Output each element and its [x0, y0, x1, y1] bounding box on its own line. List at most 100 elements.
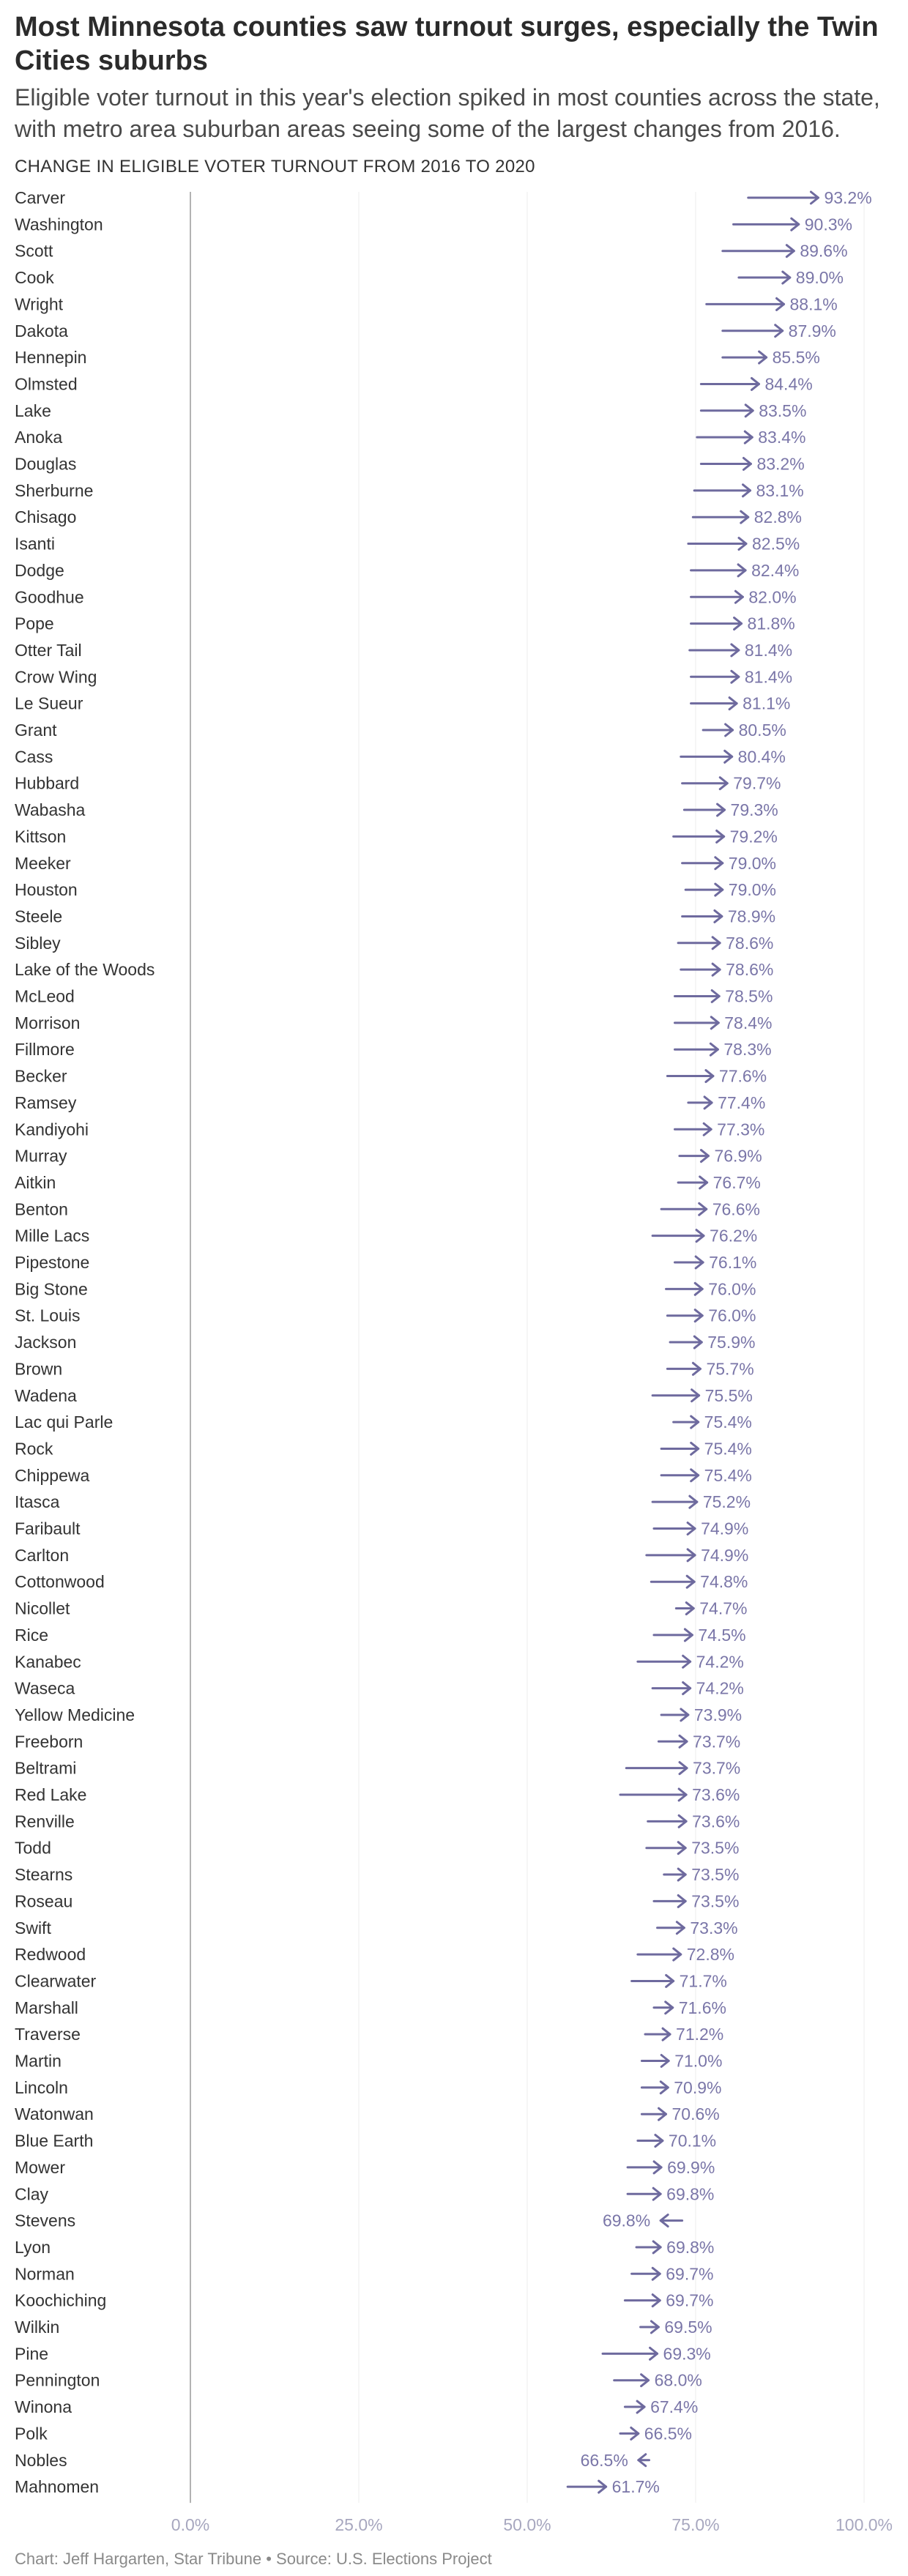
change-arrow-head [640, 2373, 650, 2388]
change-arrow-head [636, 2400, 646, 2414]
change-arrow-head [710, 1016, 720, 1030]
change-arrow-head [737, 537, 748, 551]
change-arrow-head [734, 589, 744, 604]
change-arrow-head [691, 1388, 701, 1403]
value-label: 76.1% [709, 1253, 756, 1272]
change-arrow-head [742, 457, 752, 471]
change-arrow-head [744, 403, 754, 418]
change-arrow-head [678, 1761, 688, 1776]
change-arrow-head [724, 723, 734, 737]
county-label: Houston [15, 880, 78, 899]
change-arrow-head [693, 1281, 704, 1296]
change-arrow-head [677, 1787, 688, 1802]
county-label: Aitkin [15, 1173, 56, 1192]
value-label: 69.8% [666, 2238, 714, 2257]
change-arrow-head [781, 270, 792, 285]
change-arrow-head [630, 2426, 640, 2441]
county-row: Clay 69.8% [15, 2184, 714, 2203]
value-label: 78.4% [724, 1013, 772, 1032]
value-label: 90.3% [805, 215, 852, 234]
value-label: 81.4% [745, 667, 792, 686]
value-label: 71.0% [674, 2052, 722, 2071]
change-arrow-head [677, 1841, 687, 1855]
county-row: Rice 74.5% [15, 1626, 746, 1645]
value-label: 78.6% [726, 934, 773, 953]
change-arrow-head [723, 749, 734, 764]
county-label: Dodge [15, 561, 64, 580]
change-arrow-head [678, 1734, 688, 1749]
value-label: 82.4% [751, 561, 799, 580]
county-row: Benton 76.6% [15, 1199, 760, 1218]
change-arrow-head [677, 1867, 687, 1882]
value-label: 68.0% [655, 2371, 702, 2390]
county-label: Wadena [15, 1386, 77, 1405]
county-label: Carlton [15, 1546, 69, 1565]
value-label: 70.9% [674, 2078, 721, 2097]
change-arrow-head [733, 617, 743, 631]
change-arrow-head [651, 2293, 661, 2308]
county-row: Washington 90.3% [15, 215, 852, 234]
x-tick-label: 75.0% [671, 2515, 719, 2534]
county-label: Meeker [15, 854, 71, 873]
county-row: Freeborn 73.7% [15, 1732, 740, 1751]
value-label: 74.2% [696, 1652, 744, 1671]
county-row: Jackson 75.9% [15, 1333, 755, 1352]
county-row: Chisago 82.8% [15, 507, 802, 526]
county-label: Lincoln [15, 2078, 68, 2097]
value-label: 81.8% [748, 614, 795, 633]
county-label: Pipestone [15, 1253, 89, 1272]
value-label: 81.1% [743, 694, 790, 713]
county-label: Douglas [15, 455, 76, 474]
county-row: Carver 93.2% [15, 188, 872, 207]
county-label: Pine [15, 2344, 48, 2363]
value-label: 67.4% [650, 2397, 698, 2416]
change-arrow-head [677, 1894, 687, 1908]
county-row: Swift 73.3% [15, 1918, 738, 1937]
value-label: 75.4% [704, 1439, 752, 1458]
change-arrow-head [693, 1335, 703, 1350]
source-credit: Chart: Jeff Hargarten, Star Tribune • So… [15, 2550, 492, 2568]
value-label: 84.4% [764, 374, 812, 393]
county-row: Wadena 75.5% [15, 1386, 753, 1405]
county-label: Olmsted [15, 374, 78, 393]
county-label: Stearns [15, 1865, 72, 1884]
value-label: 75.4% [704, 1466, 752, 1485]
x-tick-label: 25.0% [335, 2515, 382, 2534]
change-arrow-head [713, 909, 723, 923]
change-arrow-head [682, 1654, 692, 1669]
chart-subtitle: Eligible voter turnout in this year's el… [15, 84, 880, 142]
county-row: Isanti 82.5% [15, 535, 800, 554]
change-arrow-head [750, 376, 760, 391]
county-label: Brown [15, 1359, 62, 1378]
value-label: 75.7% [706, 1359, 753, 1378]
value-label: 70.6% [672, 2104, 720, 2123]
county-label: Beltrami [15, 1759, 76, 1778]
county-row: Wilkin 69.5% [15, 2318, 712, 2337]
county-row: Waseca 74.2% [15, 1679, 744, 1698]
change-arrow-head [711, 962, 721, 977]
county-row: Carlton 74.9% [15, 1546, 748, 1565]
change-arrow-head [709, 1042, 719, 1057]
county-label: Murray [15, 1147, 67, 1166]
value-label: 73.6% [692, 1812, 740, 1831]
county-row: Marshall 71.6% [15, 1998, 726, 2017]
county-label: Watonwan [15, 2104, 94, 2123]
change-arrow-head [718, 776, 729, 791]
value-label: 88.1% [790, 294, 838, 313]
value-label: 82.5% [752, 535, 800, 554]
county-row: Kittson 79.2% [15, 827, 778, 846]
county-label: Redwood [15, 1945, 86, 1964]
value-label: 74.8% [700, 1572, 748, 1591]
county-label: Sherburne [15, 481, 93, 500]
value-label: 69.7% [666, 2291, 713, 2310]
value-label: 74.9% [701, 1546, 748, 1565]
change-arrow-head [686, 1548, 696, 1563]
change-arrow-head [688, 1494, 699, 1509]
value-label: 73.7% [693, 1732, 740, 1751]
change-arrow-head [698, 1202, 708, 1216]
county-row: Roseau 73.5% [15, 1891, 739, 1910]
change-arrow-head [685, 1601, 695, 1616]
value-label: 73.3% [690, 1918, 737, 1937]
change-arrow-head [714, 856, 724, 871]
